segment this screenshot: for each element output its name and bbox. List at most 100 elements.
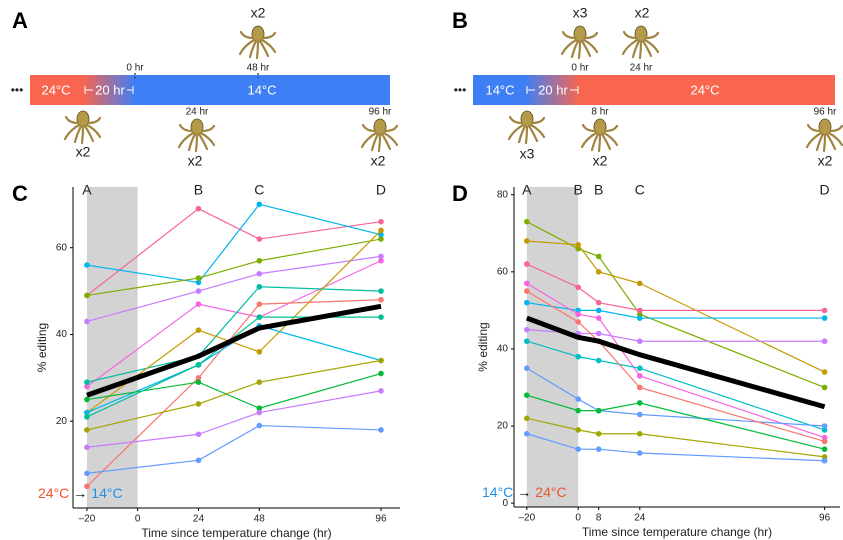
point <box>821 434 828 441</box>
x-axis-label: Time since temperature change (hr) <box>141 526 331 540</box>
x-tick-label: 24 <box>193 514 205 525</box>
point <box>595 315 602 321</box>
stage-label: D <box>820 182 830 198</box>
point <box>378 288 384 294</box>
warm-bar <box>580 75 835 105</box>
point <box>378 296 384 303</box>
point <box>821 307 828 314</box>
point <box>256 409 263 416</box>
point <box>636 384 643 391</box>
point <box>524 338 530 345</box>
chart: C 20 40 60 –20 0 24 48 96 Time since temperature … <box>12 181 400 540</box>
point <box>595 430 602 437</box>
series-line <box>86 203 382 284</box>
point <box>524 261 530 267</box>
x-tick-label: 24 <box>634 513 646 524</box>
point <box>821 315 828 321</box>
point <box>195 288 202 294</box>
point <box>195 275 202 281</box>
point <box>256 301 263 307</box>
cold-bar <box>135 75 390 105</box>
point <box>636 365 643 372</box>
point <box>821 423 828 429</box>
point <box>256 236 263 242</box>
annotation-part: 14°C <box>482 484 513 500</box>
point <box>595 357 602 364</box>
point <box>595 307 602 314</box>
panel-b: B ••• 14°C 20 hr 24°C 0 hr x3 24 hr x2 x… <box>452 5 843 169</box>
point <box>195 401 202 407</box>
point <box>195 431 202 438</box>
time-label: 48 hr <box>247 63 270 74</box>
y-tick-label: 80 <box>497 189 509 200</box>
stage-label: C <box>635 182 645 198</box>
panel-letter: D <box>452 181 468 206</box>
time-label: 24 hr <box>186 107 209 118</box>
chart: D 0 20 40 60 80 –20 0 8 24 96 Time since temperatur… <box>452 181 840 539</box>
octopus <box>621 24 660 60</box>
y-tick-label: 60 <box>497 266 509 277</box>
series-line <box>86 255 382 323</box>
annotation-part: → <box>73 485 87 501</box>
point <box>195 279 202 286</box>
time-label: 96 hr <box>814 107 837 118</box>
point <box>524 238 530 244</box>
point <box>378 236 384 242</box>
point <box>84 427 90 433</box>
point <box>524 365 530 372</box>
point <box>575 353 581 360</box>
point <box>84 383 90 390</box>
stage-label: B <box>194 182 203 198</box>
point <box>195 375 202 381</box>
x-tick-label: 96 <box>819 513 831 524</box>
point <box>84 262 90 268</box>
y-tick-label: 40 <box>56 329 68 340</box>
octopus <box>805 117 843 153</box>
point <box>636 280 643 287</box>
y-tick-label: 20 <box>497 421 509 432</box>
series-line <box>86 390 382 448</box>
point <box>378 388 384 394</box>
point <box>84 409 90 416</box>
annotation-part: 24°C <box>38 485 69 501</box>
point <box>595 330 602 337</box>
point <box>524 218 530 225</box>
stage-label: A <box>522 182 532 198</box>
y-tick-label: 40 <box>497 344 509 355</box>
point <box>595 446 602 452</box>
bracket <box>84 86 134 94</box>
point <box>575 396 581 402</box>
point <box>256 349 263 355</box>
point <box>84 414 90 420</box>
bracket <box>526 86 579 94</box>
series-line <box>86 286 382 383</box>
point <box>524 430 530 437</box>
count: x2 <box>188 153 203 169</box>
point <box>575 446 581 452</box>
stage-label: B <box>594 182 603 198</box>
point <box>256 422 263 429</box>
point <box>821 338 828 345</box>
point <box>524 326 530 333</box>
panel-letter: A <box>12 8 28 33</box>
time-label: 24 hr <box>630 63 653 74</box>
series-line <box>525 315 826 410</box>
point <box>256 201 263 208</box>
point <box>84 379 90 386</box>
octopus <box>63 109 102 145</box>
octopus <box>580 117 619 153</box>
point <box>378 231 384 238</box>
point <box>595 407 602 414</box>
point <box>636 411 643 418</box>
point <box>595 253 602 260</box>
series-line <box>86 303 382 398</box>
count: x2 <box>76 144 91 160</box>
point <box>575 407 581 414</box>
series-line <box>86 207 382 296</box>
point <box>378 370 384 377</box>
transition-label: 20 hr <box>538 82 568 97</box>
annotation: 14°C → 24°C <box>482 484 567 500</box>
octopus <box>238 24 277 60</box>
temp-label: 14°C <box>485 82 514 97</box>
shade <box>86 187 138 508</box>
